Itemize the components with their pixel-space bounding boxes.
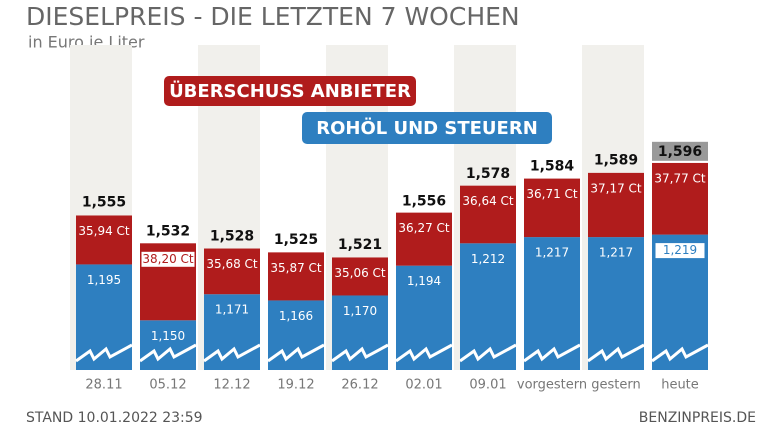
value-label: 1,150 [151,329,185,343]
chart-title: DIESELPREIS - DIE LETZTEN 7 WOCHEN [26,2,520,31]
total-label: 1,555 [82,195,126,211]
axis-break [203,343,261,363]
legend-label: ROHÖL UND STEUERN [316,117,538,139]
axis-break [75,343,133,363]
bar-segment [204,248,260,295]
value-label: 1,166 [279,309,313,323]
value-label: 1,194 [407,274,441,288]
x-tick-label: heute [661,378,699,393]
x-tick-label: 12.12 [213,378,250,393]
footer-right: BENZINPREIS.DE [639,410,756,426]
bar-segment [268,252,324,301]
value-label: 1,217 [535,246,569,260]
bar-segment [588,237,644,370]
legend-box [302,112,552,144]
label-box [140,250,196,268]
total-label: 1,532 [146,223,190,239]
x-tick-label: gestern [591,378,640,393]
total-label: 1,556 [402,193,446,209]
value-label: 38,20 Ct [142,252,194,266]
axis-break [267,343,325,363]
bar-segment [652,162,708,235]
x-tick-label: 02.01 [405,378,442,393]
axis-break [651,343,709,363]
label-box [652,141,708,161]
value-label: 36,71 Ct [526,187,578,201]
bar-segment [524,237,580,370]
total-label: 1,525 [274,232,318,248]
value-label: 36,27 Ct [398,221,450,235]
bar-segment [396,212,452,266]
axis-break [587,343,645,363]
value-label: 1,217 [599,246,633,260]
bar-segment [204,294,260,370]
legend-box [164,76,416,106]
bar-segment [76,215,132,265]
x-tick-label: vorgestern [517,378,587,393]
bar-segment [268,300,324,370]
bar-segment [588,172,644,238]
bar-segment [332,257,388,296]
bar-segment [332,295,388,370]
total-label: 1,589 [594,153,638,169]
total-label: 1,578 [466,166,510,182]
x-tick-label: 19.12 [277,378,314,393]
value-label: 35,06 Ct [334,266,386,280]
value-label: 1,195 [87,273,121,287]
total-label: 1,596 [658,144,702,160]
axis-break [459,343,517,363]
total-label: 1,584 [530,159,575,175]
value-label: 1,219 [663,243,697,257]
x-tick-label: 28.11 [85,378,122,393]
axis-break [139,343,197,363]
x-tick-label: 05.12 [149,378,186,393]
total-label: 1,528 [210,228,254,244]
bar-segment [524,178,580,238]
bar-segment [140,320,196,370]
value-label: 36,64 Ct [462,194,514,208]
total-label: 1,521 [338,237,382,253]
legend-label: ÜBERSCHUSS ANBIETER [169,80,411,102]
axis-break [395,343,453,363]
value-label: 35,94 Ct [78,224,130,238]
value-label: 37,77 Ct [654,171,706,185]
label-box [654,242,706,260]
axis-break [523,343,581,363]
value-label: 35,87 Ct [270,261,322,275]
footer-left: STAND 10.01.2022 23:59 [26,410,203,426]
value-label: 1,170 [343,304,377,318]
value-label: 35,68 Ct [206,257,258,271]
bar-segment [460,185,516,244]
x-tick-label: 09.01 [469,378,506,393]
value-label: 37,17 Ct [590,181,642,195]
value-label: 1,171 [215,303,249,317]
x-tick-label: 26.12 [341,378,378,393]
axis-break [331,343,389,363]
value-label: 1,212 [471,252,505,266]
